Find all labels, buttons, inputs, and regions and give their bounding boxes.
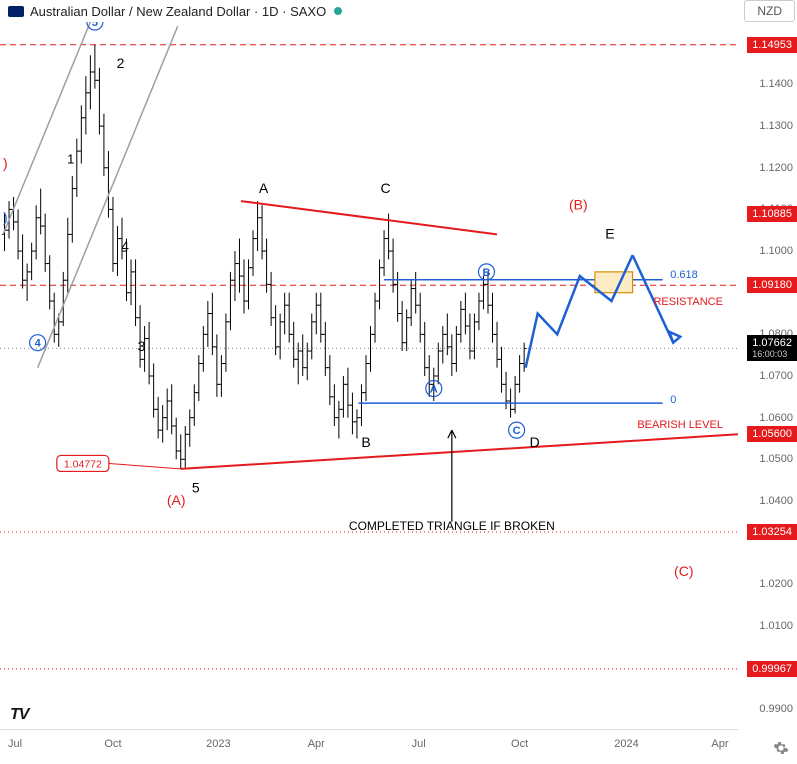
svg-text:0: 0 — [670, 394, 676, 406]
svg-text:(C): (C) — [674, 563, 693, 579]
x-tick: Jul — [8, 738, 22, 750]
svg-text:A: A — [430, 383, 438, 395]
svg-text:(A): (A) — [167, 492, 186, 508]
y-tick: 0.9900 — [759, 703, 793, 715]
currency-badge[interactable]: NZD — [744, 0, 795, 22]
svg-text:1: 1 — [67, 152, 74, 167]
svg-text:C: C — [381, 180, 391, 196]
price-label: 1.05600 — [747, 426, 797, 442]
x-tick: Oct — [511, 738, 528, 750]
y-tick: 1.0700 — [759, 370, 793, 382]
y-tick: 1.1400 — [759, 78, 793, 90]
y-tick: 1.0500 — [759, 453, 793, 465]
y-axis: 1.14001.13001.12001.11001.10001.08001.07… — [738, 22, 797, 730]
svg-text:2: 2 — [117, 55, 125, 71]
pair-flag-icon — [8, 6, 24, 17]
svg-text:B: B — [483, 267, 491, 279]
tradingview-logo-icon: T⁠V — [10, 706, 28, 724]
svg-text:BEARISH LEVEL: BEARISH LEVEL — [637, 419, 723, 431]
svg-text:4: 4 — [35, 338, 42, 350]
x-tick: Apr — [711, 738, 728, 750]
y-tick: 1.0400 — [759, 495, 793, 507]
x-axis: Jul Oct 2023 Apr Jul Oct 2024 Apr — [0, 729, 738, 764]
price-label: 1.09180 — [747, 277, 797, 293]
price-label: 0.99967 — [747, 661, 797, 677]
svg-text:5: 5 — [192, 480, 200, 496]
svg-text:E: E — [605, 226, 614, 242]
x-tick: Jul — [412, 738, 426, 750]
svg-text:): ) — [3, 209, 8, 225]
y-tick: 1.1200 — [759, 162, 793, 174]
x-tick: Oct — [104, 738, 121, 750]
svg-text:0.618: 0.618 — [670, 269, 698, 281]
svg-text:1.04772: 1.04772 — [64, 458, 102, 470]
x-tick: 2023 — [206, 738, 230, 750]
y-tick: 1.1300 — [759, 120, 793, 132]
x-tick: 2024 — [614, 738, 638, 750]
svg-text:5: 5 — [92, 22, 98, 29]
svg-text:COMPLETED TRIANGLE IF BROKEN: COMPLETED TRIANGLE IF BROKEN — [349, 519, 555, 533]
chart-title: Australian Dollar / New Zealand Dollar ·… — [30, 4, 326, 19]
svg-text:A: A — [259, 180, 269, 196]
svg-text:C: C — [513, 425, 521, 437]
svg-text:(B): (B) — [569, 196, 588, 212]
price-label: 1.14953 — [747, 37, 797, 53]
x-tick: Apr — [308, 738, 325, 750]
svg-text:D: D — [530, 434, 540, 450]
price-label: 1.0766216:00:03 — [747, 335, 797, 361]
chart-header: Australian Dollar / New Zealand Dollar ·… — [0, 0, 797, 22]
y-tick: 1.0600 — [759, 412, 793, 424]
price-label: 1.10885 — [747, 206, 797, 222]
y-tick: 1.0200 — [759, 578, 793, 590]
price-label: 1.03254 — [747, 524, 797, 540]
svg-text:B: B — [361, 434, 370, 450]
svg-text:RESISTANCE: RESISTANCE — [653, 296, 722, 308]
svg-text:3: 3 — [138, 338, 146, 354]
gear-icon[interactable] — [773, 740, 789, 756]
svg-text:4: 4 — [121, 238, 129, 254]
chart-area[interactable]: 5421435(A)ABCDE(B)(C)ABC0.6180RESISTANCE… — [0, 22, 738, 730]
svg-text:): ) — [3, 155, 8, 171]
market-status-icon — [334, 7, 342, 15]
y-tick: 1.1000 — [759, 245, 793, 257]
y-tick: 1.0100 — [759, 620, 793, 632]
